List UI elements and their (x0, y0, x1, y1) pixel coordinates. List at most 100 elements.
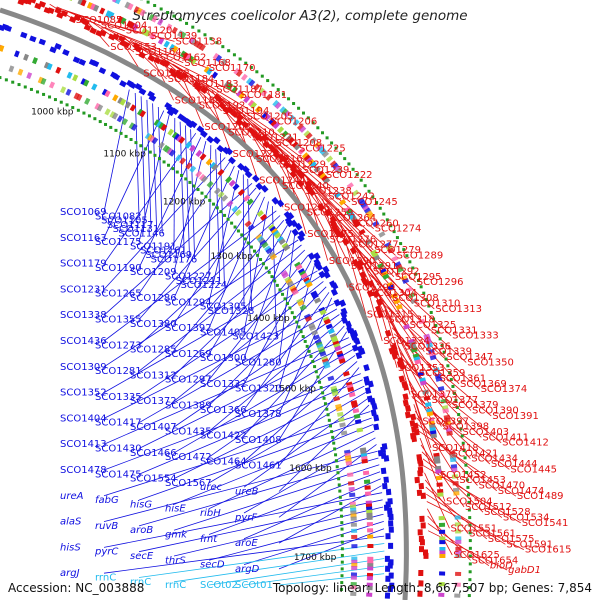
gene-arrow (111, 33, 120, 41)
forward-label-line (206, 86, 232, 154)
gc-dot (411, 266, 415, 270)
forward-gene-label: SCO1591 (506, 539, 553, 550)
forward-gene-label: SCO1225 (299, 143, 346, 154)
gene-arrow (166, 108, 175, 117)
gc-dot (402, 248, 406, 252)
cog-block (351, 566, 358, 571)
gene-arrow (304, 180, 313, 188)
cog-block (434, 459, 441, 464)
gc-dot (303, 339, 307, 343)
cog-block (438, 522, 446, 527)
gc-dot (281, 92, 285, 96)
reverse-gene-label: secD (200, 560, 225, 571)
cog-block (261, 241, 269, 249)
cog-block (189, 144, 197, 152)
gc-dot (468, 516, 472, 520)
gene-arrow (78, 58, 87, 66)
gene-arrow (54, 7, 62, 15)
gene-arrow (376, 310, 384, 319)
gc-dot (424, 298, 428, 302)
gc-dot (192, 184, 196, 188)
gene-arrow (388, 526, 394, 533)
cog-block (366, 582, 373, 587)
forward-gene-label: SCO1315 (367, 309, 414, 320)
forward-gene-label: SCO1228 (233, 149, 280, 160)
gc-dot (367, 189, 371, 193)
cog-block (364, 239, 372, 246)
gc-dot (264, 266, 268, 270)
reverse-label-line (140, 96, 146, 221)
forward-gene-label: SCO1390 (472, 406, 519, 417)
cog-block (212, 52, 220, 61)
cog-block (381, 270, 389, 278)
gene-arrow (404, 411, 411, 419)
gene-arrow (373, 423, 380, 431)
gene-arrow (200, 86, 208, 94)
forward-label-line (379, 297, 460, 385)
reverse-label-line (243, 565, 385, 586)
gc-dot (134, 141, 138, 145)
cog-block (37, 76, 44, 84)
gene-arrow (385, 488, 392, 496)
cog-block (226, 200, 234, 208)
cog-block (269, 225, 277, 233)
cog-block (455, 536, 462, 541)
cog-block (382, 273, 390, 280)
gene-arrow (226, 106, 234, 115)
gc-dot (338, 495, 342, 499)
gc-dot (104, 122, 108, 126)
kbp-tick-label: 1700 kbp (294, 553, 337, 563)
cog-block (149, 135, 156, 143)
cog-block (231, 205, 239, 213)
gc-dot (468, 562, 472, 566)
reverse-gene-label: SCO1209 (130, 267, 177, 278)
cog-block (367, 543, 374, 549)
reverse-gene-label: SCO1472 (165, 452, 212, 463)
reverse-gene-label: SCO1191 (130, 241, 177, 252)
gene-arrow (119, 80, 127, 88)
cog-block (367, 566, 374, 571)
cog-block (205, 158, 213, 166)
gene-arrow (307, 252, 316, 261)
cog-block (351, 562, 358, 568)
gc-dot (340, 567, 344, 571)
gc-dot (275, 283, 279, 287)
cog-block (185, 53, 192, 62)
gc-dot (320, 131, 324, 135)
gc-dot (468, 539, 472, 543)
forward-gene-label: SCO1615 (525, 545, 572, 556)
cog-block (73, 92, 80, 100)
cog-block (325, 323, 333, 330)
cog-block (158, 141, 165, 149)
cog-block (384, 241, 392, 249)
reverse-gene-label: fabG (95, 495, 119, 506)
cog-block (455, 550, 462, 555)
cog-block (454, 522, 461, 527)
gc-dot (71, 106, 75, 110)
forward-gene-label: SCO1210 (228, 127, 275, 138)
reverse-label-line (243, 398, 368, 488)
reverse-gene-label: SCO1408 (235, 435, 282, 446)
cog-block (277, 236, 285, 243)
cog-block (345, 208, 353, 216)
cog-block (162, 144, 170, 153)
gene-arrow (272, 150, 281, 159)
cog-block (418, 318, 426, 325)
cog-block (296, 123, 305, 131)
forward-gene-label: SCO1181 (240, 90, 287, 101)
gene-arrow (47, 7, 55, 15)
gc-dot (442, 350, 446, 354)
topology-label: Topology: linear; Length: 8,667,507 bp; … (272, 581, 592, 595)
cog-block (80, 0, 87, 7)
cog-block (335, 406, 343, 412)
cog-block (93, 4, 100, 12)
cog-block (256, 210, 264, 217)
reverse-gene-label: SCO1117 (107, 220, 154, 231)
gc-dot (329, 424, 333, 428)
gc-dot (339, 587, 343, 591)
gc-dot (452, 391, 456, 395)
gc-dot (457, 413, 461, 417)
gene-arrow (367, 380, 374, 388)
gc-dot (325, 136, 329, 140)
gc-dot (455, 405, 459, 409)
